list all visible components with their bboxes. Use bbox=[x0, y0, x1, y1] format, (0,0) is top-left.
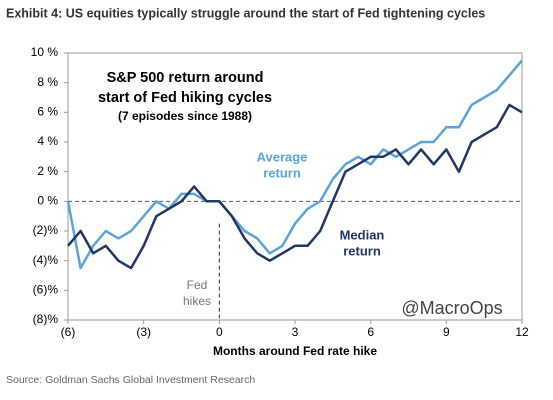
x-tick-label: (3) bbox=[136, 325, 151, 339]
y-tick-label: (8)% bbox=[33, 312, 59, 326]
chart-title: Exhibit 4: US equities typically struggl… bbox=[6, 6, 485, 20]
y-tick-label: (6)% bbox=[33, 283, 59, 297]
x-tick-label: 9 bbox=[443, 325, 450, 339]
annotation: hikes bbox=[183, 294, 211, 308]
inset-title: S&P 500 return around bbox=[107, 70, 264, 86]
inset-title: start of Fed hiking cycles bbox=[98, 90, 272, 106]
inset-title: (7 episodes since 1988) bbox=[118, 109, 252, 123]
x-axis-label: Months around Fed rate hike bbox=[213, 344, 377, 358]
y-tick-label: 0 % bbox=[37, 194, 58, 208]
y-tick-label: (2)% bbox=[33, 223, 59, 237]
x-tick-label: 6 bbox=[367, 325, 374, 339]
source: Source: Goldman Sachs Global Investment … bbox=[6, 374, 255, 386]
annotation: Average bbox=[257, 149, 308, 164]
annotation: return bbox=[343, 243, 381, 258]
y-tick-label: 6 % bbox=[37, 105, 58, 119]
series-line bbox=[67, 103, 523, 270]
annotation: Fed bbox=[187, 278, 208, 292]
y-tick-label: 2 % bbox=[37, 164, 58, 178]
annotation: Median bbox=[340, 227, 385, 242]
x-tick-label: 0 bbox=[216, 325, 223, 339]
annotation: @MacroOps bbox=[401, 298, 502, 318]
y-tick-label: 4 % bbox=[37, 134, 58, 148]
x-tick-label: 3 bbox=[292, 325, 299, 339]
x-tick-label: (6) bbox=[61, 325, 76, 339]
y-tick-label: 8 % bbox=[37, 75, 58, 89]
series-line bbox=[66, 59, 523, 270]
annotation: return bbox=[263, 165, 301, 180]
y-tick-label: (4)% bbox=[33, 253, 59, 267]
y-tick-label: 10 % bbox=[31, 45, 59, 59]
x-tick-label: 12 bbox=[515, 325, 529, 339]
